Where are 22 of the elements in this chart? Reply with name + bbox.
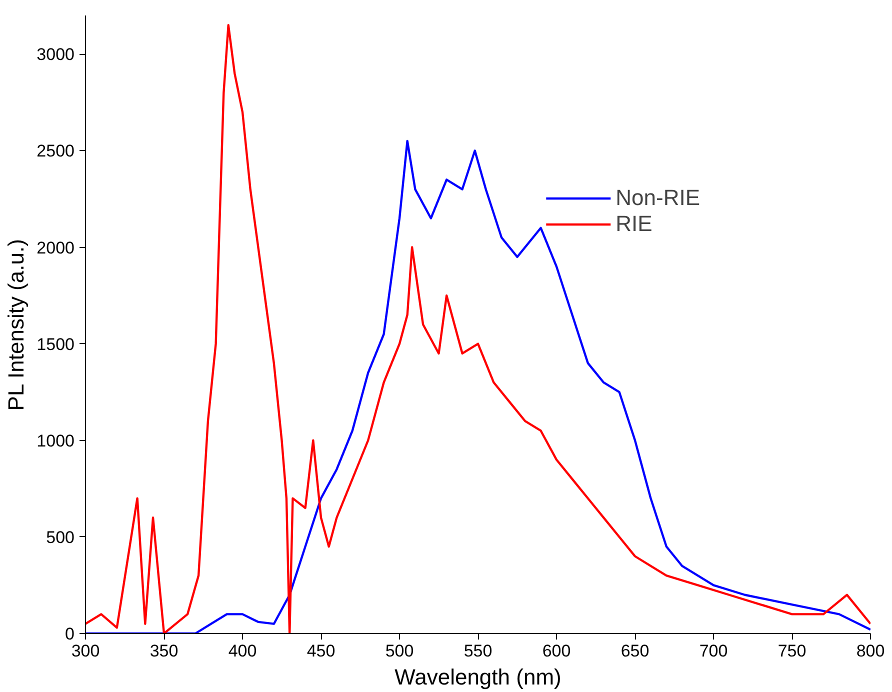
x-tick-label: 700	[699, 642, 728, 660]
x-tick-label: 500	[385, 642, 414, 660]
y-axis-title: PL Intensity (a.u.)	[4, 239, 29, 411]
y-tick-label: 1000	[36, 431, 75, 450]
x-tick-label: 450	[306, 642, 336, 660]
y-tick-label: 2000	[36, 238, 75, 258]
y-tick-label: 1500	[36, 334, 75, 354]
legend-label: RIE	[616, 211, 652, 237]
x-tick-label: 800	[856, 642, 885, 660]
y-tick-label: 2500	[36, 142, 75, 161]
y-tick-label: 3000	[36, 45, 75, 64]
x-tick-label: 550	[464, 642, 492, 660]
x-tick-label: 650	[620, 642, 650, 660]
x-axis-title: Wavelength (nm)	[394, 664, 562, 690]
x-tick-label: 750	[778, 642, 806, 660]
y-tick-label: 500	[46, 528, 75, 547]
x-tick-label: 350	[150, 642, 178, 660]
x-tick-label: 400	[228, 642, 257, 660]
y-tick-label: 0	[65, 624, 75, 644]
x-tick-label: 600	[542, 642, 571, 660]
legend-label: Non-RIE	[616, 185, 700, 211]
x-tick-label: 300	[71, 642, 100, 660]
